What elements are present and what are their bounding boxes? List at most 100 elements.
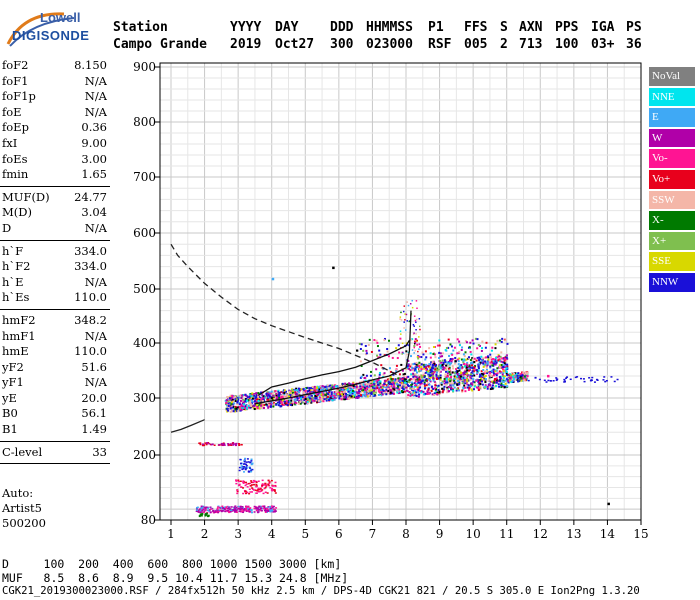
echo-point	[330, 387, 333, 390]
echo-point	[259, 401, 262, 404]
echo-point	[381, 390, 384, 393]
echo-point	[324, 386, 327, 389]
echo-point	[456, 383, 459, 386]
echo-point	[234, 505, 237, 507]
echo-point	[465, 341, 468, 344]
echo-point	[501, 357, 504, 360]
echo-point	[471, 362, 474, 365]
echo-point	[498, 360, 501, 363]
echo-point	[367, 381, 370, 384]
echo-point	[458, 369, 461, 372]
echo-point	[206, 509, 209, 512]
echo-point	[231, 509, 234, 511]
echo-point	[375, 389, 378, 392]
echo-point	[253, 408, 256, 411]
param-value: 24.77	[74, 189, 107, 204]
echo-point	[378, 349, 381, 352]
echo-point	[506, 385, 509, 388]
echo-point	[334, 396, 337, 399]
param-key: hmF2	[2, 312, 36, 327]
echo-point	[403, 390, 406, 393]
echo-point	[466, 361, 469, 364]
echo-point	[236, 402, 239, 405]
echo-point	[378, 389, 381, 392]
echo-point	[415, 366, 418, 369]
echo-point	[461, 371, 464, 374]
echo-point	[495, 373, 498, 376]
echo-point	[442, 387, 445, 390]
echo-point	[610, 376, 613, 378]
echo-point	[231, 410, 234, 413]
echo-point	[379, 382, 382, 385]
echo-point	[401, 353, 403, 355]
echo-point	[227, 443, 230, 445]
echo-point	[241, 468, 244, 471]
echo-point	[247, 510, 250, 512]
echo-point	[419, 345, 422, 348]
echo-point	[415, 363, 418, 366]
echo-point	[268, 405, 271, 408]
echo-point	[293, 389, 296, 392]
echo-point	[232, 508, 235, 511]
echo-point	[417, 395, 420, 398]
param-value: 348.2	[74, 312, 107, 327]
echo-point	[480, 372, 483, 375]
echo-point	[252, 483, 255, 486]
echo-point	[439, 374, 442, 377]
echo-point	[299, 389, 302, 392]
echo-point	[413, 369, 416, 372]
echo-point	[433, 380, 436, 383]
echo-point	[482, 369, 485, 372]
echo-point	[294, 401, 297, 404]
echo-point	[418, 361, 421, 364]
echo-point	[242, 401, 245, 404]
echo-point	[348, 382, 351, 385]
echo-point	[246, 509, 249, 511]
echo-point	[477, 380, 480, 383]
echo-point	[463, 370, 466, 373]
ionogram-chart: 1 2 3 4 5 6 7 8 9 10 11 12 13 14 158020030040050060070…	[133, 60, 649, 541]
echo-point	[345, 386, 348, 389]
echo-point	[418, 365, 421, 368]
echo-point	[410, 381, 413, 384]
echo-point	[467, 384, 470, 387]
echo-point	[234, 395, 237, 398]
echo-point	[272, 505, 275, 508]
echo-point	[247, 461, 250, 463]
echo-point	[521, 378, 524, 381]
legend-item: NNE	[649, 87, 695, 107]
echo-point	[405, 376, 408, 379]
echo-point	[495, 369, 498, 372]
echo-point	[483, 375, 486, 378]
echo-point	[401, 342, 404, 345]
echo-point	[421, 376, 424, 379]
echo-point	[325, 394, 328, 397]
echo-point	[379, 386, 382, 389]
echo-point	[252, 395, 255, 398]
echo-point	[246, 458, 249, 460]
echo-point	[582, 378, 585, 380]
echo-point	[326, 396, 329, 399]
footer-distance-row: D 100 200 400 600 800 1000 1500 3000 [km…	[2, 557, 342, 571]
echo-point	[414, 340, 416, 343]
echo-point	[435, 387, 438, 390]
echo-point	[199, 509, 202, 512]
echo-point	[360, 387, 363, 390]
echo-point	[476, 356, 479, 359]
echo-point	[413, 344, 416, 347]
echo-point	[502, 375, 505, 378]
echo-point	[475, 379, 478, 382]
echo-point	[417, 374, 420, 377]
echo-point	[432, 373, 435, 376]
echo-point	[288, 395, 291, 398]
echo-point	[440, 361, 443, 364]
echo-point	[359, 392, 362, 395]
echo-point	[446, 370, 449, 373]
header-label-ffs: FFS	[464, 20, 488, 35]
echo-point	[275, 392, 278, 395]
echo-point	[420, 356, 423, 359]
echo-point	[465, 363, 468, 366]
echo-point	[464, 382, 467, 385]
echo-point	[244, 490, 247, 493]
echo-point	[507, 381, 510, 384]
